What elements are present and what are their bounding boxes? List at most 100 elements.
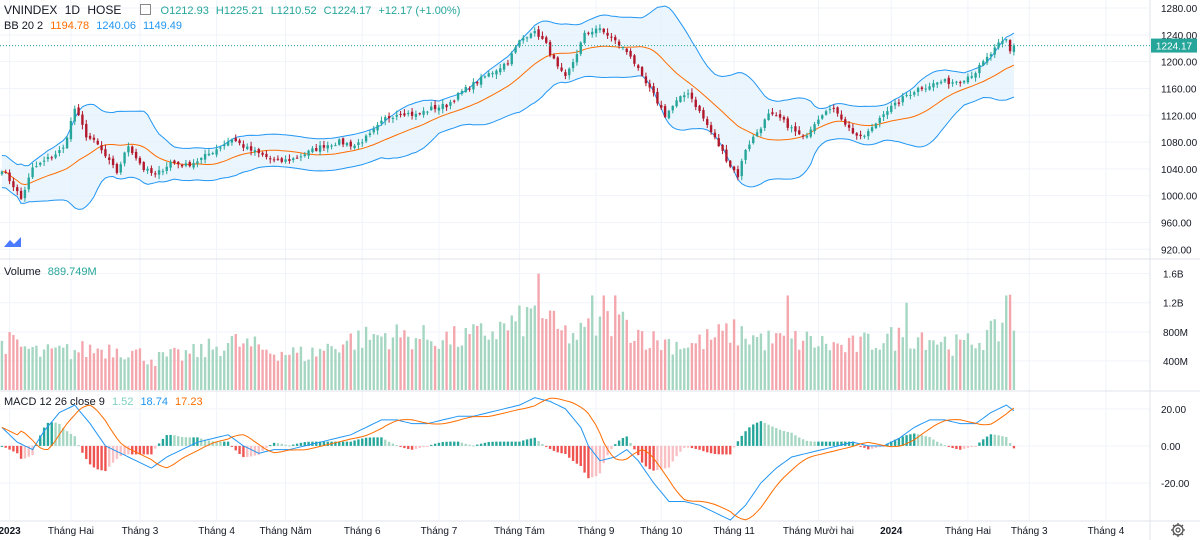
macd-tick-label: 0.00 <box>1161 442 1181 453</box>
bb-lower: 1149.49 <box>143 20 182 32</box>
low-value: L1210.52 <box>270 5 317 17</box>
volume-bar <box>759 333 763 390</box>
macd-histogram-bar <box>782 431 786 446</box>
candle-body <box>62 147 65 149</box>
candle-body <box>824 111 828 115</box>
macd-histogram-bar <box>556 445 559 453</box>
macd-histogram-bar <box>744 431 747 446</box>
volume-bar <box>150 359 153 390</box>
volume-bar <box>88 344 92 390</box>
candle-body <box>269 158 272 160</box>
candle-body <box>851 128 855 134</box>
macd-histogram-bar <box>39 435 42 446</box>
candle-body <box>962 81 966 83</box>
volume-bar <box>449 344 452 390</box>
volume-bar <box>407 336 410 390</box>
macd-histogram-bar <box>188 437 191 446</box>
bb-legend[interactable]: BB 20 2 1194.78 1240.06 1149.49 <box>4 20 186 32</box>
volume-bars[interactable] <box>0 273 1016 390</box>
time-tick-label: Tháng 4 <box>198 526 235 537</box>
macd-histogram-bar <box>916 434 920 446</box>
gear-icon[interactable] <box>1170 522 1186 538</box>
tradingview-logo-icon[interactable] <box>3 234 23 250</box>
volume-bar <box>391 337 395 390</box>
symbol-title[interactable]: VNINDEX 1D HOSE <box>4 3 122 17</box>
candle-body <box>510 53 513 65</box>
volume-legend[interactable]: Volume 889.749M <box>4 266 101 278</box>
macd-histogram-bar <box>96 445 99 470</box>
candle-body <box>1012 45 1016 52</box>
macd-histogram-bar <box>184 437 188 446</box>
macd-histogram-bar <box>249 445 253 457</box>
candle-body <box>606 32 609 36</box>
macd-histogram-bar <box>433 443 437 446</box>
candle-body <box>430 106 433 111</box>
candle-body <box>295 157 299 159</box>
candle-body <box>740 160 743 177</box>
volume-bar <box>870 349 874 390</box>
volume-bar <box>211 349 214 390</box>
volume-bar <box>173 347 176 390</box>
volume-bar <box>552 310 556 390</box>
macd-histogram-bar <box>299 442 303 446</box>
volume-bar <box>483 335 487 390</box>
candle-body <box>238 140 241 144</box>
macd-histogram-bar <box>403 445 406 449</box>
candle-body <box>437 107 441 111</box>
macd-histogram-bar <box>303 442 306 446</box>
macd-histogram-bar <box>322 441 326 446</box>
bb-fill <box>1 6 1014 210</box>
volume-bar <box>709 339 713 390</box>
candle-body <box>855 133 858 136</box>
volume-bar <box>223 350 226 390</box>
volume-bar <box>491 331 494 390</box>
candle-body <box>744 149 747 160</box>
macd-histogram-bar <box>31 445 34 456</box>
time-tick-label: Tháng 9 <box>578 526 615 537</box>
macd-histogram-bar <box>295 443 299 446</box>
candle-body <box>683 95 686 98</box>
macd-histogram-bar <box>85 445 88 460</box>
candlesticks[interactable] <box>0 24 1016 202</box>
candle-body <box>150 168 153 174</box>
macd-histogram-bar <box>851 441 855 446</box>
volume-bar <box>364 326 368 390</box>
candle-body <box>211 153 214 155</box>
time-tick-label: Tháng 7 <box>421 526 458 537</box>
macd-histogram-bar <box>261 445 264 452</box>
candle-body <box>759 128 763 134</box>
candle-body <box>249 146 253 151</box>
time-tick-label: Tháng Mười hai <box>783 526 854 537</box>
macd-histogram-bar <box>430 444 433 446</box>
volume-bar <box>322 350 326 390</box>
macd-histogram-bar <box>349 441 352 446</box>
volume-tick-label: 800M <box>1163 328 1188 339</box>
volume-bar <box>522 336 525 390</box>
volume-bar <box>744 338 747 390</box>
volume-bar <box>73 350 76 390</box>
macd-histogram-bar <box>939 443 943 446</box>
candle-body <box>936 82 939 85</box>
volume-bar <box>92 353 96 390</box>
candle-body <box>345 143 349 146</box>
volume-bar <box>387 349 391 390</box>
candle-body <box>840 114 843 120</box>
macd-histogram-bar <box>801 439 805 446</box>
candle-body <box>261 152 264 155</box>
volume-bar <box>556 328 559 390</box>
macd-histogram-bar <box>361 438 364 446</box>
candle-body <box>169 161 172 168</box>
macd-legend[interactable]: MACD 12 26 close 9 1.52 18.74 17.23 <box>4 396 207 408</box>
volume-bar <box>330 346 333 390</box>
candle-body <box>706 119 709 125</box>
candle-body <box>644 76 648 84</box>
macd-histogram-bar <box>870 445 874 449</box>
candle-body <box>88 135 92 139</box>
candle-body <box>104 149 107 157</box>
volume-bar <box>928 340 931 390</box>
volume-bar <box>867 333 870 390</box>
volume-bar <box>962 340 966 390</box>
macd-histogram-bar <box>464 443 467 446</box>
